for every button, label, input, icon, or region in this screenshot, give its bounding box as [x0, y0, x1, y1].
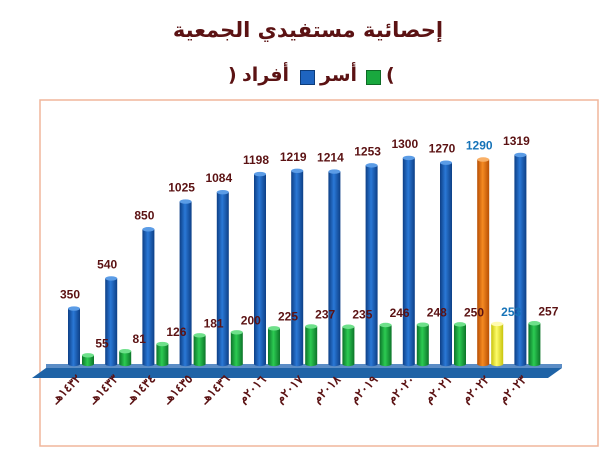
data-label-individuals-4: 1084 [205, 171, 232, 185]
legend: ( أسر أفراد ) [200, 62, 416, 90]
data-label-individuals-5: 1198 [243, 153, 269, 167]
data-label-families-10: 250 [464, 305, 484, 319]
data-label-families-5: 225 [278, 309, 298, 323]
bar-families-1 [119, 348, 132, 367]
legend-label-families: أسر [320, 64, 358, 86]
data-label-individuals-0: 350 [60, 288, 80, 302]
data-label-families-11: 253 [501, 305, 521, 319]
bar-families-6 [305, 324, 318, 367]
bar-families-11 [491, 321, 504, 367]
legend-swatch-families [366, 70, 381, 85]
data-label-individuals-7: 1214 [317, 151, 344, 165]
bar-individuals-4 [216, 189, 229, 367]
bar-families-2 [156, 341, 169, 367]
data-label-families-2: 126 [166, 325, 186, 339]
data-label-individuals-11: 1290 [466, 139, 493, 153]
legend-open-paren: ( [386, 64, 395, 86]
chart-floor [32, 368, 562, 378]
bar-individuals-6 [291, 168, 304, 367]
data-label-families-6: 237 [315, 307, 335, 321]
legend-swatch-individuals [300, 70, 315, 85]
bar-individuals-5 [254, 171, 266, 367]
bar-individuals-2 [142, 227, 155, 367]
bar-individuals-12 [514, 152, 527, 367]
bar-individuals-8 [365, 163, 378, 367]
data-label-families-9: 248 [427, 306, 447, 320]
bar-families-4 [230, 330, 243, 367]
data-label-families-12: 257 [538, 304, 558, 318]
bar-individuals-0 [68, 306, 80, 367]
data-label-families-0: 55 [95, 336, 109, 350]
data-label-individuals-12: 1319 [503, 134, 530, 148]
chart-title: إحصائية مستفيدي الجمعية [172, 18, 444, 42]
data-label-individuals-6: 1219 [280, 150, 307, 164]
bar-families-8 [379, 322, 392, 367]
bar-individuals-1 [105, 276, 118, 367]
chart-floor-top [46, 364, 562, 368]
data-label-individuals-8: 1253 [354, 144, 381, 158]
data-label-individuals-2: 850 [134, 208, 154, 222]
data-label-individuals-10: 1270 [429, 142, 456, 156]
bar-individuals-11 [477, 157, 490, 367]
plot-frame [39, 99, 599, 447]
data-label-families-8: 246 [390, 306, 410, 320]
data-label-individuals-3: 1025 [168, 181, 195, 195]
bar-families-5 [268, 326, 280, 367]
data-label-families-1: 81 [133, 332, 147, 346]
bar-families-9 [416, 322, 429, 367]
bar-families-3 [193, 333, 206, 367]
data-label-individuals-1: 540 [97, 257, 117, 271]
bar-families-12 [528, 321, 541, 367]
legend-label-individuals: أفراد [242, 64, 290, 86]
bar-individuals-3 [179, 199, 192, 367]
bar-individuals-10 [440, 160, 452, 367]
bar-families-10 [454, 322, 466, 367]
bar-individuals-7 [328, 169, 341, 367]
legend-close-paren: ) [228, 64, 237, 86]
data-label-individuals-9: 1300 [391, 137, 418, 151]
data-label-families-7: 235 [352, 308, 372, 322]
data-label-families-4: 200 [241, 313, 261, 327]
bar-families-0 [82, 353, 94, 367]
bar-individuals-9 [402, 155, 415, 367]
data-label-families-3: 181 [204, 316, 224, 330]
bar-families-7 [342, 324, 355, 367]
